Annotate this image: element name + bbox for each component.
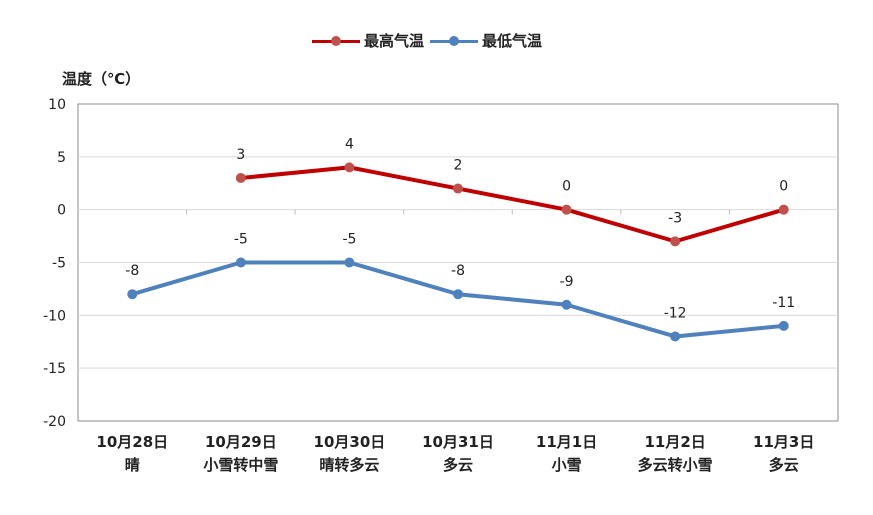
- y-tick-label: 10: [48, 97, 66, 113]
- y-tick-label: -5: [52, 256, 66, 272]
- x-tick-label-weather: 小雪: [552, 456, 582, 474]
- x-tick-label-weather: 晴: [125, 456, 140, 474]
- x-tick-label-weather: 晴转多云: [319, 456, 379, 474]
- x-tick-label-date: 10月29日: [205, 433, 277, 451]
- data-point-high: [778, 204, 789, 215]
- legend-label-high: 最高气温: [364, 32, 425, 50]
- data-label-low: -5: [342, 232, 356, 248]
- y-tick-label: 0: [57, 203, 66, 219]
- data-label-high: -3: [668, 210, 682, 226]
- data-label-high: 3: [236, 147, 245, 163]
- data-point-low: [127, 289, 138, 300]
- data-point-high: [453, 183, 463, 194]
- x-tick-label-weather: 多云转小雪: [638, 456, 713, 474]
- x-tick-label-date: 10月28日: [96, 433, 168, 451]
- y-tick-label: -15: [43, 361, 66, 377]
- data-point-low: [561, 299, 572, 310]
- x-tick-label-weather: 多云: [443, 456, 473, 474]
- data-point-high: [344, 162, 355, 173]
- data-point-low: [670, 331, 681, 342]
- data-point-high: [670, 236, 681, 247]
- x-tick-label-date: 11月3日: [753, 433, 814, 451]
- data-label-low: -8: [451, 263, 465, 279]
- data-label-low: -11: [772, 295, 795, 311]
- x-tick-label-date: 10月31日: [422, 433, 494, 451]
- legend-swatch-low: [430, 35, 479, 47]
- legend-label-low: 最低气温: [482, 32, 543, 50]
- data-label-high: 2: [454, 158, 463, 174]
- y-tick-label: -10: [43, 308, 66, 324]
- legend-item-high: 最高气温: [312, 30, 424, 51]
- data-label-low: -9: [560, 274, 574, 290]
- data-label-low: -8: [125, 263, 139, 279]
- data-label-high: 0: [779, 179, 788, 195]
- x-tick-label-date: 11月2日: [644, 433, 705, 451]
- data-label-low: -12: [664, 305, 687, 321]
- data-point-low: [344, 257, 355, 268]
- data-point-high: [235, 172, 246, 183]
- y-axis-label: 温度（℃）: [62, 70, 141, 88]
- x-tick-label-date: 10月30日: [314, 433, 386, 451]
- x-tick-label-date: 11月1日: [536, 433, 597, 451]
- series-line-high: [240, 165, 785, 244]
- x-tick-label-weather: 小雪转中雪: [203, 456, 278, 474]
- y-tick-label: 5: [57, 150, 66, 166]
- x-tick-label-weather: 多云: [769, 456, 799, 474]
- data-point-high: [561, 204, 572, 215]
- data-label-low: -5: [234, 232, 248, 248]
- legend: 最高气温 最低气温: [312, 30, 548, 51]
- data-point-low: [235, 257, 246, 268]
- data-label-high: 0: [562, 179, 571, 195]
- data-point-low: [453, 289, 463, 300]
- data-label-high: 4: [345, 136, 354, 152]
- legend-item-low: 最低气温: [430, 30, 542, 51]
- legend-swatch-high: [312, 35, 360, 47]
- data-point-low: [778, 320, 789, 331]
- y-tick-label: -20: [43, 414, 66, 430]
